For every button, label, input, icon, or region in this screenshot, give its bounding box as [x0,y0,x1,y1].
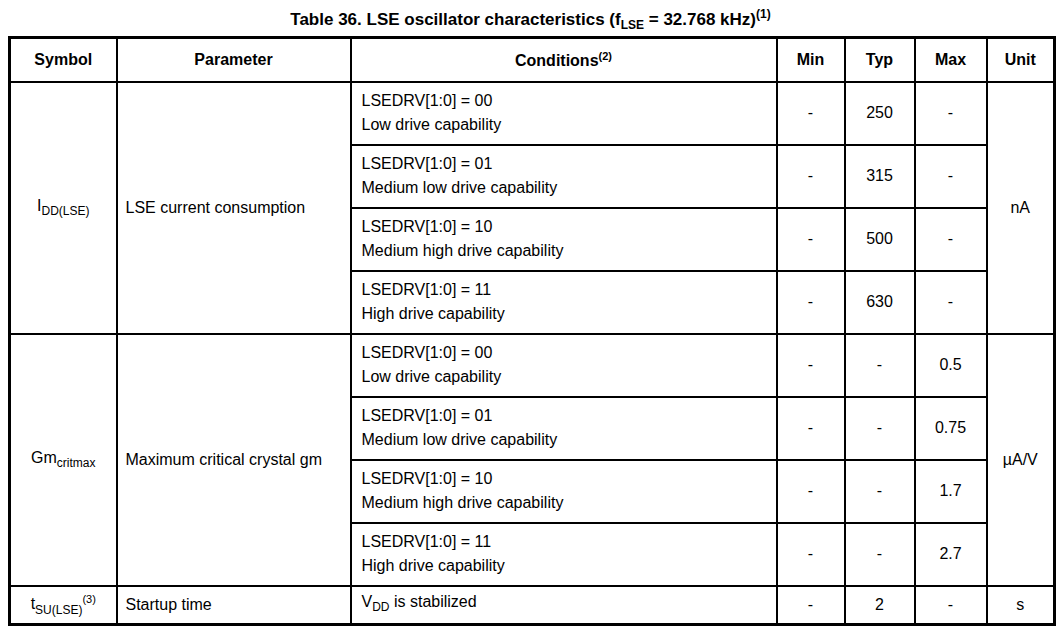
min-cell: - [777,334,845,397]
min-cell: - [777,397,845,460]
condition-line2: High drive capability [362,302,766,326]
condition-text-2: is stabilized [390,593,477,610]
min-cell: - [777,523,845,586]
max-cell: 0.5 [915,334,987,397]
conditions-footnote-superscript: (2) [599,50,612,62]
conditions-label: Conditions [515,52,599,69]
parameter-cell: LSE current consumption [117,82,351,334]
table-title: Table 36. LSE oscillator characteristics… [0,7,1061,32]
condition-cell: LSEDRV[1:0] = 11High drive capability [351,523,777,586]
typ-cell: 250 [845,82,915,145]
symbol-cell: Gmcritmax [10,334,117,586]
condition-line2: Medium high drive capability [362,239,766,263]
max-cell: - [915,145,987,208]
col-header-max: Max [915,38,987,82]
unit-cell: nA [987,82,1055,334]
max-cell: - [915,82,987,145]
typ-cell: 2 [845,586,915,625]
symbol-footnote-superscript: (3) [82,593,95,605]
col-header-symbol: Symbol [10,38,117,82]
title-subscript: LSE [621,18,644,32]
max-cell: - [915,208,987,271]
typ-cell: - [845,523,915,586]
table-row: Gmcritmax Maximum critical crystal gm LS… [10,334,1055,397]
condition-line2: Medium high drive capability [362,491,766,515]
title-text: Table 36. LSE oscillator characteristics… [290,10,620,29]
condition-subscript: DD [372,600,389,614]
typ-cell: - [845,334,915,397]
lse-characteristics-table: Symbol Parameter Conditions(2) Min Typ M… [8,36,1056,626]
title-text-2: = 32.768 kHz) [644,10,756,29]
min-cell: - [777,208,845,271]
condition-text: V [362,593,373,610]
min-cell: - [777,460,845,523]
typ-cell: 315 [845,145,915,208]
symbol-subscript: critmax [57,456,96,470]
condition-cell: LSEDRV[1:0] = 11High drive capability [351,271,777,334]
condition-cell: LSEDRV[1:0] = 01Medium low drive capabil… [351,397,777,460]
condition-line2: Low drive capability [362,113,766,137]
table-row: tSU(LSE)(3) Startup time VDD is stabiliz… [10,586,1055,625]
condition-cell: LSEDRV[1:0] = 00Low drive capability [351,334,777,397]
condition-line2: Medium low drive capability [362,176,766,200]
col-header-unit: Unit [987,38,1055,82]
condition-line1: LSEDRV[1:0] = 00 [362,89,766,113]
max-cell: 1.7 [915,460,987,523]
condition-line1: LSEDRV[1:0] = 11 [362,530,766,554]
symbol-cell: IDD(LSE) [10,82,117,334]
condition-line2: Medium low drive capability [362,428,766,452]
col-header-parameter: Parameter [117,38,351,82]
typ-cell: 630 [845,271,915,334]
table-row: IDD(LSE) LSE current consumption LSEDRV[… [10,82,1055,145]
typ-cell: - [845,397,915,460]
min-cell: - [777,82,845,145]
condition-cell: LSEDRV[1:0] = 10Medium high drive capabi… [351,460,777,523]
col-header-min: Min [777,38,845,82]
condition-line2: High drive capability [362,554,766,578]
condition-line1: LSEDRV[1:0] = 01 [362,152,766,176]
symbol-cell: tSU(LSE)(3) [10,586,117,625]
typ-cell: 500 [845,208,915,271]
condition-line1: LSEDRV[1:0] = 11 [362,278,766,302]
condition-cell: LSEDRV[1:0] = 10Medium high drive capabi… [351,208,777,271]
max-cell: 2.7 [915,523,987,586]
symbol-subscript: DD(LSE) [41,204,89,218]
unit-cell: µA/V [987,334,1055,586]
header-row: Symbol Parameter Conditions(2) Min Typ M… [10,38,1055,82]
condition-line1: LSEDRV[1:0] = 10 [362,215,766,239]
condition-line1: LSEDRV[1:0] = 00 [362,341,766,365]
condition-line1: LSEDRV[1:0] = 10 [362,467,766,491]
condition-cell: LSEDRV[1:0] = 00Low drive capability [351,82,777,145]
typ-cell: - [845,460,915,523]
unit-cell: s [987,586,1055,625]
condition-line2: Low drive capability [362,365,766,389]
symbol-subscript: SU(LSE) [35,603,82,617]
max-cell: 0.75 [915,397,987,460]
min-cell: - [777,271,845,334]
parameter-cell: Maximum critical crystal gm [117,334,351,586]
condition-cell: LSEDRV[1:0] = 01Medium low drive capabil… [351,145,777,208]
title-footnote-superscript: (1) [756,7,771,21]
max-cell: - [915,271,987,334]
max-cell: - [915,586,987,625]
col-header-conditions: Conditions(2) [351,38,777,82]
condition-cell: VDD is stabilized [351,586,777,625]
min-cell: - [777,145,845,208]
min-cell: - [777,586,845,625]
condition-line1: LSEDRV[1:0] = 01 [362,404,766,428]
col-header-typ: Typ [845,38,915,82]
symbol-main: Gm [31,449,57,466]
parameter-cell: Startup time [117,586,351,625]
